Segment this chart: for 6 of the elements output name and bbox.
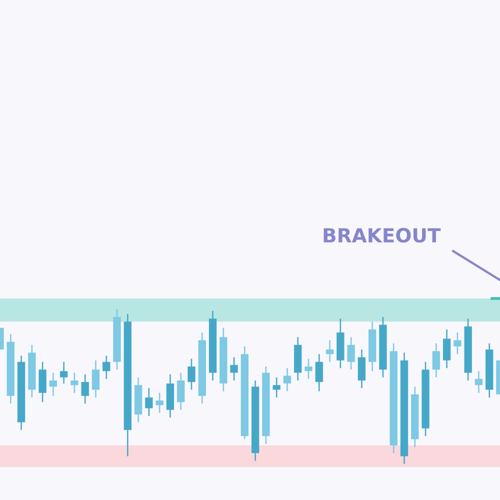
candlestick: [474, 371, 483, 393]
candlestick: [326, 340, 334, 362]
candlestick: [49, 372, 58, 396]
candlestick: [283, 368, 292, 392]
candlestick: [60, 362, 68, 384]
text: BRAKEOUT: [324, 228, 441, 243]
